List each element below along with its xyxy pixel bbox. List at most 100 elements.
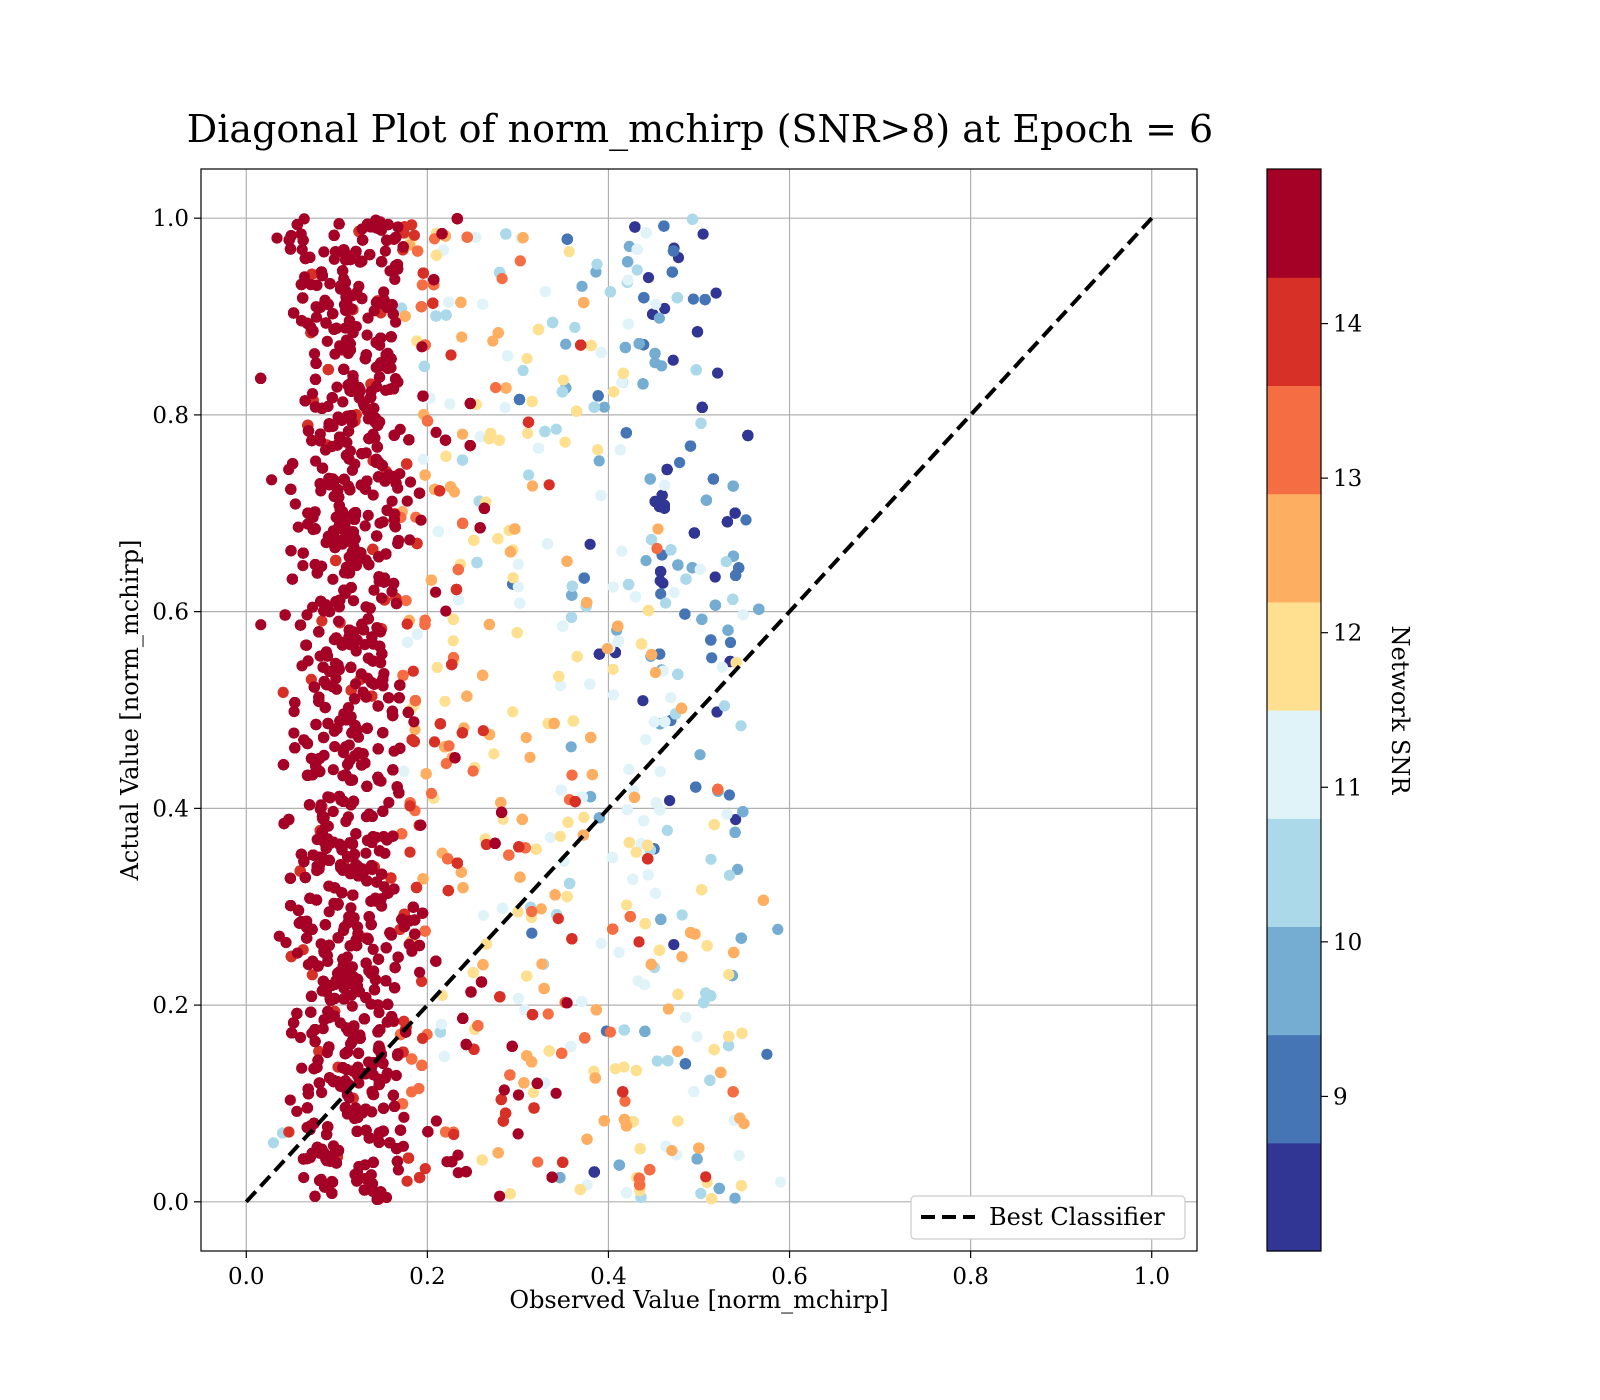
scatter-point: [337, 396, 349, 408]
scatter-point: [700, 494, 713, 506]
scatter-point: [496, 806, 508, 819]
scatter-point: [402, 706, 414, 719]
scatter-point: [618, 1061, 630, 1073]
scatter-point: [445, 349, 457, 361]
scatter-point: [696, 613, 708, 625]
scatter-point: [496, 902, 509, 914]
scatter-point: [333, 218, 345, 230]
scatter-point: [674, 457, 686, 469]
scatter-point: [569, 321, 581, 333]
scatter-point: [584, 538, 596, 550]
scatter-point: [346, 1000, 358, 1012]
scatter-point: [710, 287, 722, 299]
scatter-point: [412, 245, 424, 257]
scatter-point: [761, 1048, 773, 1060]
scatter-point: [561, 891, 573, 903]
scatter-point: [640, 555, 652, 567]
scatter-point: [404, 800, 416, 812]
scatter-point: [740, 514, 752, 526]
scatter-point: [296, 1062, 308, 1074]
scatter-point: [595, 937, 607, 950]
scatter-point: [687, 293, 700, 305]
scatter-point: [598, 401, 610, 413]
scatter-point: [680, 1011, 692, 1023]
scatter-point: [581, 597, 593, 609]
scatter-point: [464, 397, 476, 410]
scatter-point: [472, 1020, 484, 1032]
scatter-point: [397, 241, 409, 253]
scatter-point: [660, 597, 672, 609]
scatter-point: [653, 312, 666, 324]
scatter-point: [655, 588, 667, 600]
scatter-point: [456, 331, 468, 343]
scatter-point: [709, 571, 721, 583]
scatter-point: [532, 442, 545, 454]
scatter-point: [402, 1152, 415, 1164]
scatter-point: [380, 942, 392, 954]
scatter-point: [476, 1154, 488, 1166]
scatter-point: [676, 909, 688, 921]
scatter-point: [666, 266, 678, 278]
scatter-point: [556, 1047, 568, 1059]
scatter-point: [633, 338, 645, 350]
scatter-point: [592, 390, 604, 402]
scatter-point: [617, 367, 630, 379]
scatter-point: [401, 636, 414, 648]
scatter-point: [373, 1136, 385, 1148]
scatter-point: [289, 742, 301, 754]
scatter-point: [549, 889, 561, 901]
scatter-point: [757, 894, 770, 906]
scatter-point: [391, 781, 403, 793]
scatter-point: [309, 1190, 321, 1202]
scatter-point: [440, 309, 452, 321]
scatter-point: [562, 816, 574, 828]
scatter-point: [601, 643, 613, 655]
scatter-point: [461, 690, 473, 702]
scatter-point: [586, 769, 599, 781]
scatter-point: [566, 580, 578, 592]
scatter-point: [427, 297, 439, 309]
scatter-point: [548, 717, 560, 730]
scatter-point: [639, 1025, 651, 1037]
scatter-point: [522, 416, 535, 428]
scatter-point: [396, 828, 408, 840]
scatter-point: [659, 302, 671, 315]
scatter-point: [737, 806, 749, 818]
scatter-point: [649, 347, 661, 360]
scatter-point: [523, 469, 535, 481]
scatter-point: [578, 811, 590, 824]
scatter-point: [421, 415, 434, 427]
scatter-point: [656, 489, 668, 501]
scatter-point: [654, 766, 666, 778]
scatter-point: [638, 292, 650, 304]
scatter-point: [493, 434, 505, 446]
scatter-point: [455, 866, 467, 878]
scatter-point: [671, 292, 683, 304]
scatter-point: [553, 670, 565, 683]
scatter-point: [477, 725, 489, 737]
scatter-point: [631, 264, 643, 276]
scatter-point: [672, 988, 684, 1001]
scatter-point: [487, 335, 499, 347]
scatter-point: [680, 573, 692, 585]
scatter-point: [316, 615, 328, 627]
scatter-point: [646, 649, 658, 661]
scatter-point: [467, 967, 479, 979]
scatter-point: [388, 1100, 401, 1112]
scatter-point: [691, 1153, 703, 1165]
scatter-point: [575, 339, 587, 351]
scatter-point: [528, 1102, 540, 1114]
scatter-point: [649, 357, 661, 369]
scatter-point: [483, 618, 495, 631]
scatter-point: [598, 1115, 610, 1127]
scatter-point: [721, 516, 734, 528]
scatter-point: [465, 986, 477, 998]
scatter-point: [512, 1089, 525, 1101]
scatter-point: [361, 780, 373, 793]
scatter-point: [634, 1143, 646, 1155]
scatter-point: [607, 663, 619, 675]
scatter-point: [419, 1163, 431, 1175]
scatter-point: [417, 267, 429, 279]
scatter-point: [701, 940, 713, 952]
scatter-point: [655, 566, 667, 578]
